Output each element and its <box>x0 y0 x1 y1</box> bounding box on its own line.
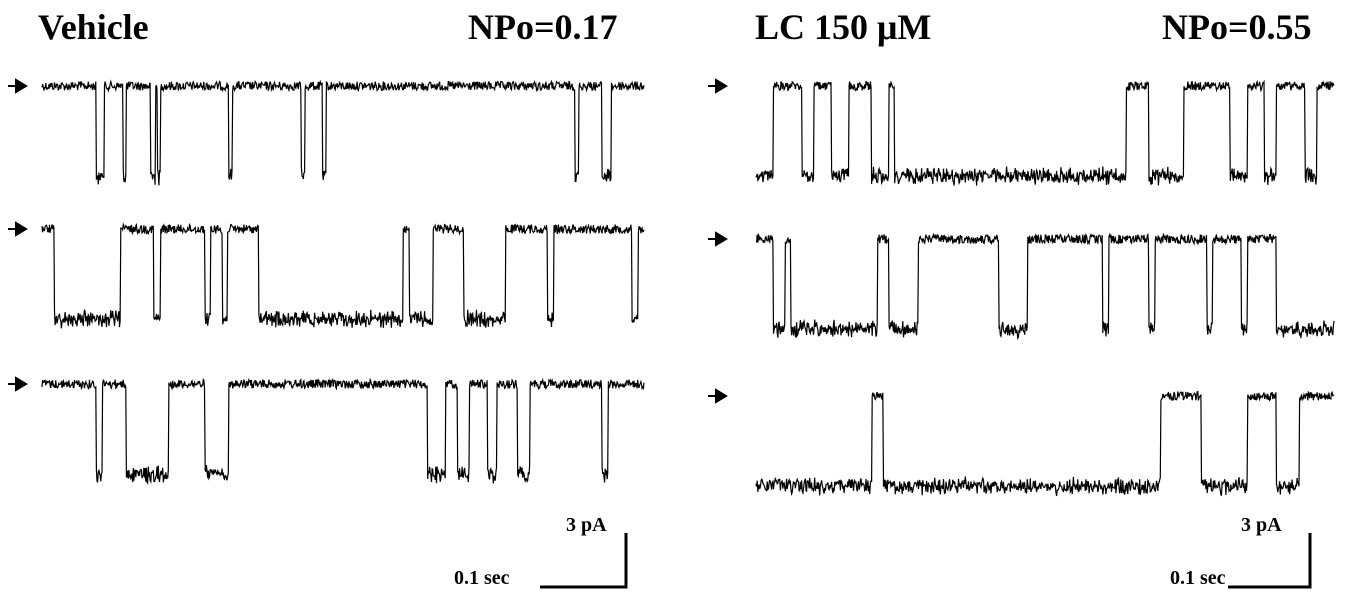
closed-level-arrow-icon <box>8 221 28 237</box>
condition-label-vehicle: Vehicle <box>38 7 149 47</box>
scale-current-label-lc: 3 pA <box>1241 514 1282 536</box>
traces-vehicle <box>8 78 645 589</box>
current-trace <box>755 390 1335 497</box>
condition-label-lc: LC 150 μM <box>755 7 932 47</box>
current-trace <box>755 232 1335 341</box>
scale-time-label-vehicle: 0.1 sec <box>454 567 510 589</box>
npo-label-lc: NPo=0.55 <box>1162 7 1312 47</box>
scale-bar <box>540 533 628 589</box>
traces-lc <box>708 78 1335 589</box>
closed-level-arrow-icon <box>8 78 28 94</box>
scale-bar <box>1228 533 1312 589</box>
current-trace <box>41 79 645 186</box>
scale-time-label-lc: 0.1 sec <box>1170 567 1226 589</box>
closed-level-arrow-icon <box>708 231 728 247</box>
closed-level-arrow-icon <box>8 376 28 392</box>
panel-lc: LC 150 μM NPo=0.55 3 pA 0.1 sec <box>700 0 1352 597</box>
panel-vehicle: Vehicle NPo=0.17 3 pA 0.1 sec <box>0 0 660 597</box>
closed-level-arrow-icon <box>708 388 728 404</box>
scale-current-label-vehicle: 3 pA <box>566 514 607 536</box>
current-trace <box>755 79 1335 186</box>
current-trace <box>41 222 645 329</box>
closed-level-arrow-icon <box>708 78 728 94</box>
current-trace <box>41 377 645 485</box>
npo-label-vehicle: NPo=0.17 <box>468 7 618 47</box>
